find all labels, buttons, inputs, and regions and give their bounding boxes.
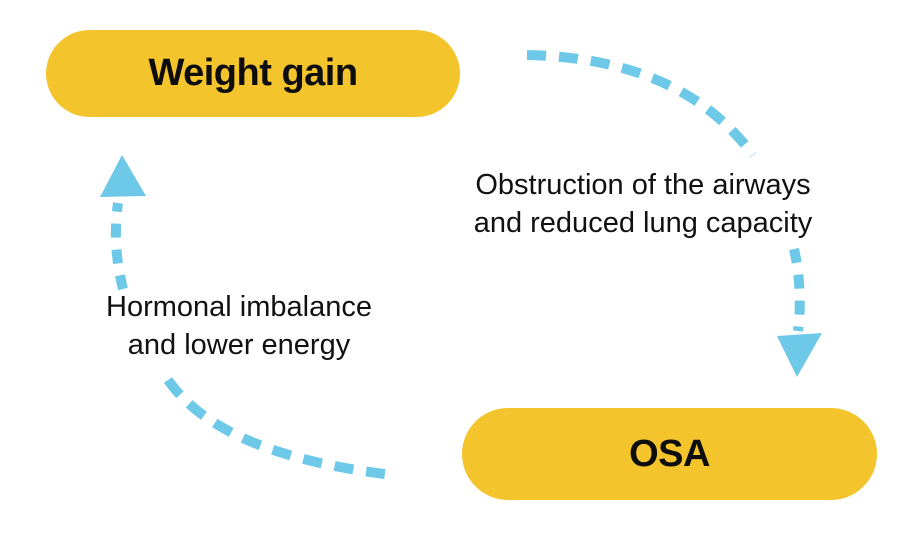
arrow-curve-bottom-left — [163, 377, 394, 480]
edge-label-osa-to-weight-gain: Hormonal imbalance and lower energy — [106, 291, 372, 361]
arrow-curve-top-right — [526, 50, 758, 158]
arrow-shaft-left — [110, 202, 128, 291]
arrow-shaft-right — [789, 247, 805, 332]
node-weight-gain-label: Weight gain — [148, 52, 358, 94]
node-osa-label: OSA — [629, 432, 710, 475]
arrowhead-up-icon — [100, 155, 146, 197]
node-weight-gain: Weight gain — [46, 30, 460, 117]
edge-label-weight-gain-to-osa: Obstruction of the airways and reduced l… — [473, 169, 813, 239]
arrow-osa-to-weight-gain — [100, 155, 394, 480]
arrowhead-down-icon — [777, 333, 822, 377]
arrow-weight-gain-to-osa — [526, 50, 822, 377]
node-osa: OSA — [462, 408, 877, 500]
